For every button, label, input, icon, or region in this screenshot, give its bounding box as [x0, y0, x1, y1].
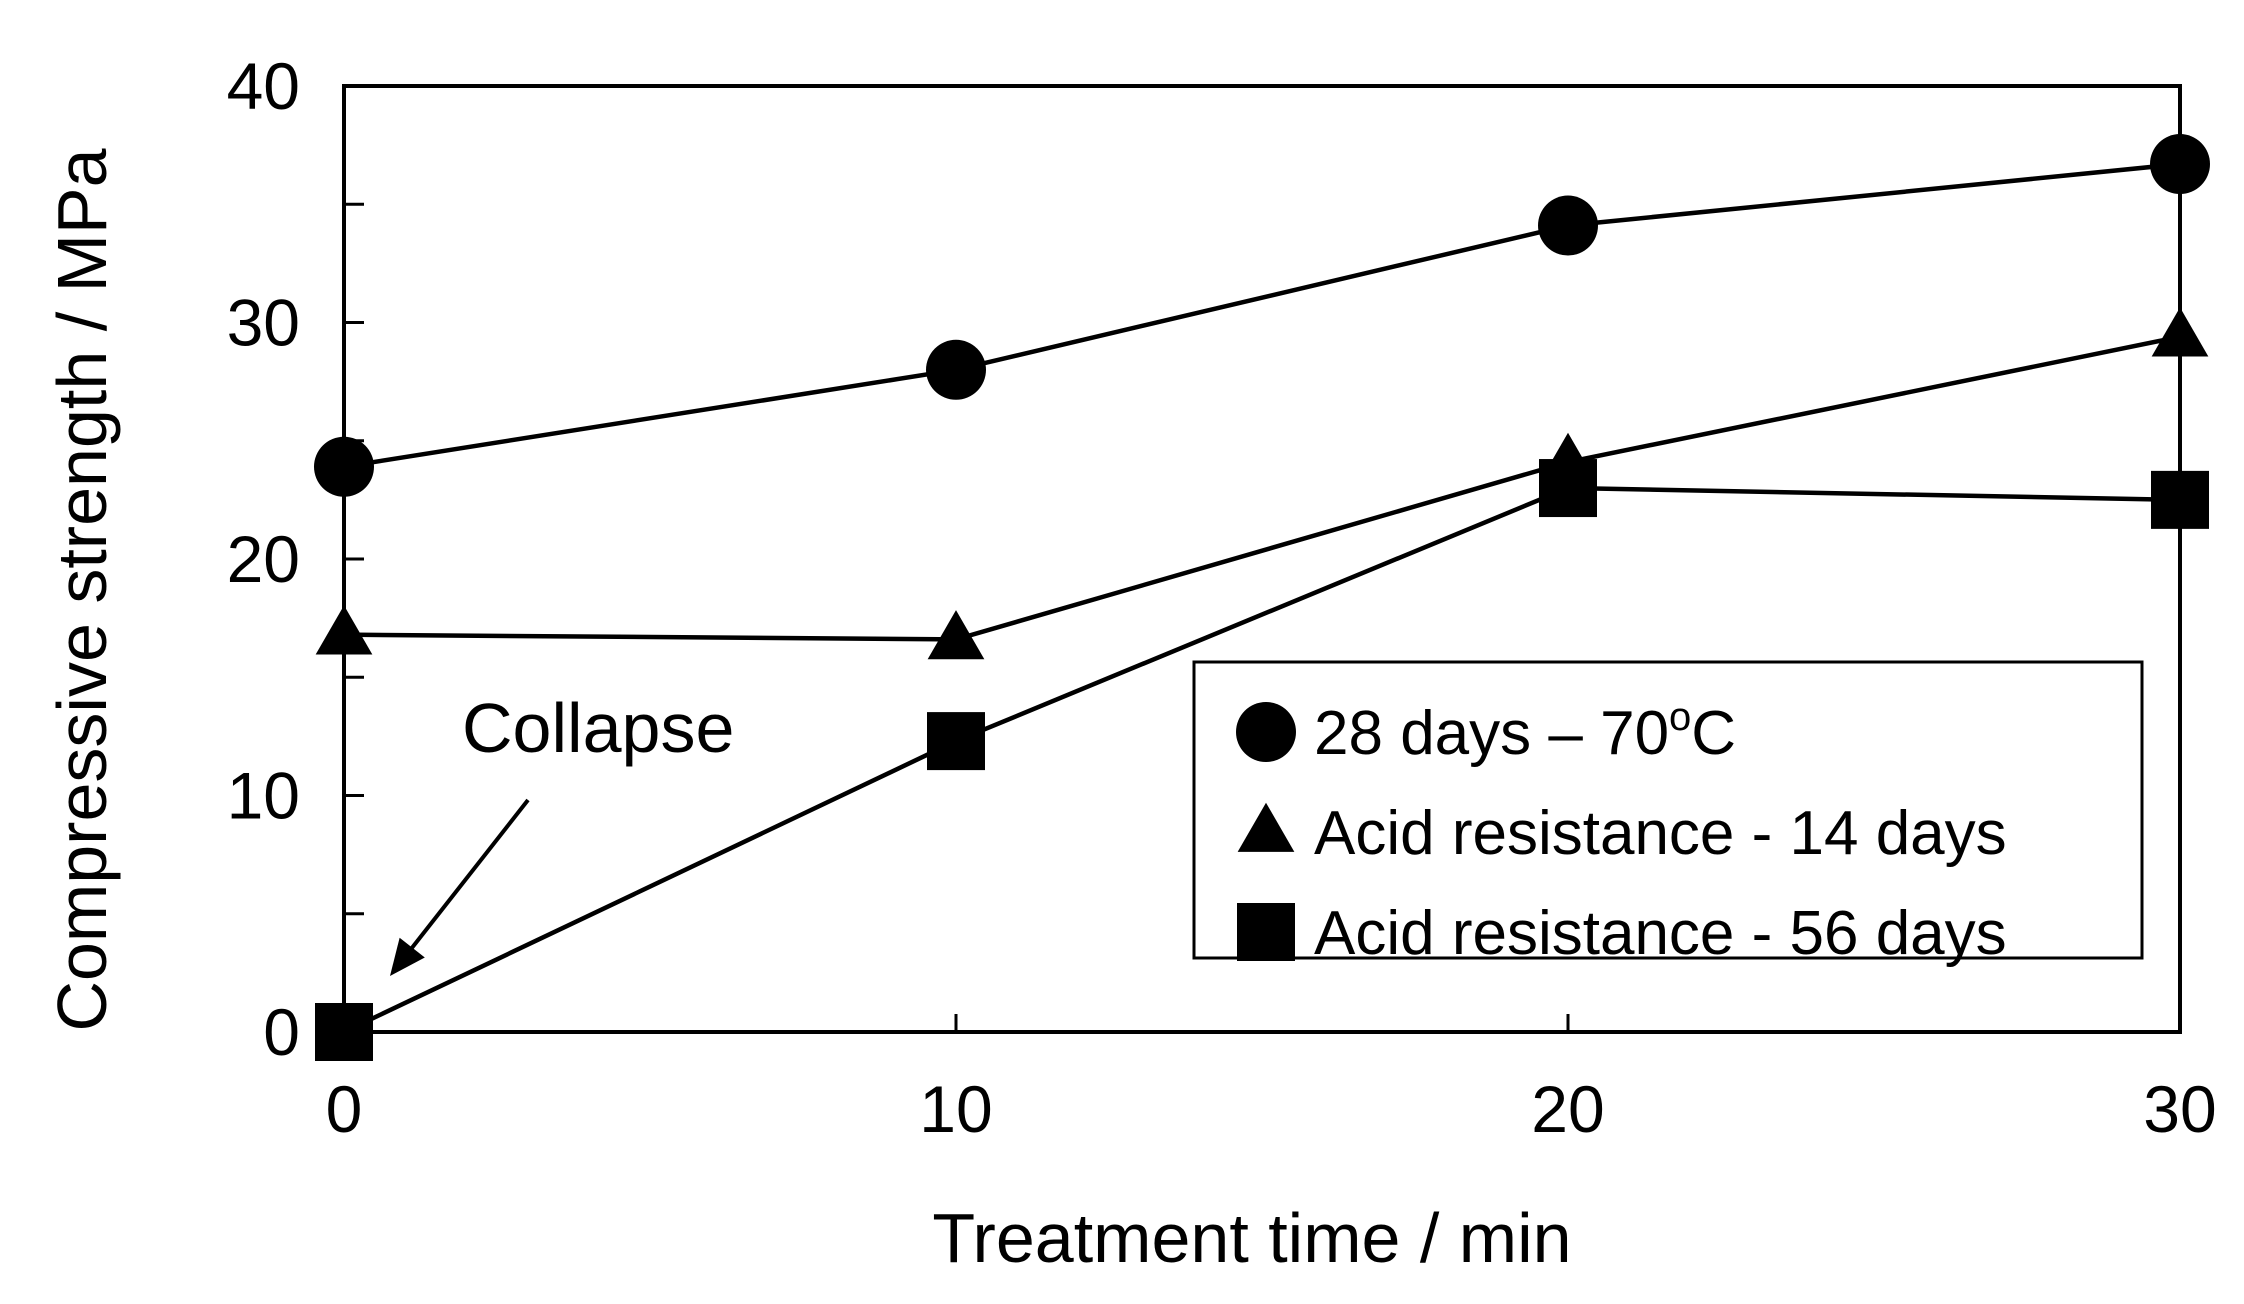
- series-1-point-3: [1538, 195, 1598, 256]
- series-2: [315, 307, 2209, 660]
- y-tick-label-10: 10: [227, 759, 300, 833]
- series-3-line: [343, 485, 2181, 1035]
- series-layer: [314, 134, 2210, 1061]
- annotation-arrow-shaft-1: [402, 798, 530, 960]
- series-1-point-4: [2150, 134, 2210, 195]
- legend-box: [1192, 660, 2144, 960]
- series-1-point-1: [314, 436, 374, 497]
- x-tick-label-20: 20: [1531, 1072, 1604, 1146]
- x-tick-label-10: 10: [919, 1072, 992, 1146]
- annotation-arrow-head-1: [390, 937, 425, 976]
- annotation-label-1: Collapse: [462, 689, 734, 767]
- x-tick-label-30: 30: [2143, 1072, 2216, 1146]
- legend-marker-2: [1237, 802, 1295, 852]
- series-2-line: [343, 334, 2181, 642]
- series-2-point-1: [315, 605, 373, 655]
- y-axis-label: Compressive strength / MPa: [43, 148, 121, 1031]
- y-tick-label-30: 30: [227, 286, 300, 360]
- legend-marker-3: [1237, 903, 1295, 961]
- series-3-point-2: [927, 712, 985, 771]
- legend-label-3: Acid resistance - 56 days: [1314, 899, 2007, 968]
- legend: 28 days – 70oC Acid resistance - 14 days A…: [1192, 660, 2144, 968]
- annotation-layer: Collapse: [390, 689, 734, 976]
- series-3: [315, 459, 2209, 1061]
- legend-label-2: Acid resistance - 14 days: [1314, 799, 2007, 868]
- series-1-point-2: [926, 339, 986, 400]
- series-3-point-4: [2151, 470, 2209, 529]
- axes: 0 10 20 30 0 10 20 30 40: [227, 49, 2217, 1146]
- series-2-point-4: [2151, 307, 2209, 357]
- x-tick-label-0: 0: [326, 1072, 363, 1146]
- y-tick-label-40: 40: [227, 49, 300, 123]
- series-1: [314, 134, 2210, 497]
- x-axis-label: Treatment time / min: [932, 1199, 1571, 1277]
- series-3-point-1: [315, 1003, 373, 1061]
- series-3-point-3: [1539, 459, 1597, 518]
- series-2-point-2: [927, 610, 985, 660]
- series-1-line: [343, 161, 2181, 469]
- legend-label-1: 28 days – 70oC: [1314, 695, 1736, 768]
- y-tick-label-0: 0: [263, 995, 300, 1069]
- legend-marker-1: [1236, 702, 1296, 762]
- y-tick-label-20: 20: [227, 522, 300, 596]
